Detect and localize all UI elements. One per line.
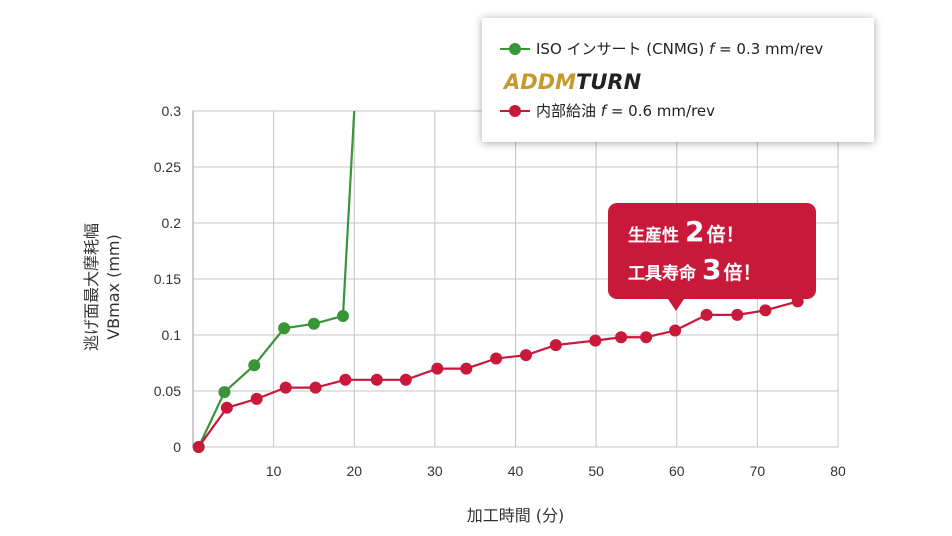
x-tick-label: 20: [346, 463, 362, 479]
y-tick-label: 0.2: [162, 215, 182, 231]
data-point: [399, 373, 412, 386]
y-tick-label: 0.25: [154, 159, 181, 175]
x-tick-label: 40: [508, 463, 524, 479]
legend-iso-prefix: ISO インサート (CNMG): [536, 40, 710, 58]
series-line-tail: [341, 110, 356, 317]
data-point: [669, 324, 682, 337]
callout-toollife-number: 3: [702, 253, 722, 286]
logo-part-turn: TURN: [576, 70, 642, 94]
legend-green-marker-icon: [500, 42, 530, 55]
data-point: [307, 317, 320, 330]
data-point: [339, 373, 352, 386]
series-1: [192, 295, 804, 453]
x-tick-label: 10: [266, 463, 282, 479]
x-tick-label: 70: [750, 463, 766, 479]
legend-iso-suffix: = 0.3 mm/rev: [714, 39, 824, 58]
data-point: [278, 322, 291, 335]
y-axis-title-line1: 逃げ面最大摩耗幅: [82, 223, 101, 351]
callout-toollife: 工具寿命 3 倍！: [628, 253, 762, 286]
callout-productivity-suffix: 倍！: [706, 224, 745, 246]
data-point: [248, 359, 261, 372]
callout-box: 生産性 2 倍！ 工具寿命 3 倍！: [608, 203, 816, 311]
legend-coolant-suffix: = 0.6 mm/rev: [606, 101, 716, 120]
tick-labels: 10 20 30 40 50 60 70 80 0 0.05 0.1 0.15 0.2 0.25 0.3: [154, 103, 846, 479]
y-tick-label: 0.3: [162, 103, 182, 119]
data-point: [549, 339, 562, 352]
data-point: [309, 381, 322, 394]
legend-item-iso: ISO インサート (CNMG) f = 0.3 mm/rev: [500, 38, 823, 59]
legend-red-marker-icon: [500, 104, 530, 117]
y-tick-label: 0.05: [154, 383, 181, 399]
x-tick-label: 80: [830, 463, 846, 479]
data-point: [250, 392, 263, 405]
legend-item-coolant: 内部給油 f = 0.6 mm/rev: [500, 100, 715, 121]
legend-iso-f: f: [709, 39, 715, 58]
legend-coolant-prefix: 内部給油: [536, 102, 601, 120]
data-point: [519, 349, 532, 362]
data-point: [490, 352, 503, 365]
data-point: [431, 362, 444, 375]
x-axis-title: 加工時間 (分): [467, 506, 565, 525]
callout-productivity-number: 2: [685, 215, 705, 248]
logo-part-addm: ADDM: [504, 70, 577, 94]
legend: ISO インサート (CNMG) f = 0.3 mm/rev ADDMTURN…: [482, 18, 874, 142]
x-tick-label: 50: [588, 463, 604, 479]
data-point: [615, 331, 628, 344]
callout-toollife-label: 工具寿命: [628, 264, 696, 284]
data-point: [370, 373, 383, 386]
series-layer: [192, 110, 804, 453]
data-point: [279, 381, 292, 394]
data-point: [700, 308, 713, 321]
data-point: [460, 362, 473, 375]
data-point: [589, 334, 602, 347]
legend-coolant-f: f: [600, 101, 607, 120]
addmturn-logo: ADDMTURN: [504, 70, 641, 94]
y-tick-label: 0: [173, 439, 181, 455]
data-point: [759, 304, 772, 317]
data-point: [640, 331, 653, 344]
data-point: [192, 441, 205, 453]
x-tick-label: 30: [427, 463, 443, 479]
callout-productivity: 生産性 2 倍！: [628, 215, 745, 248]
data-point: [218, 386, 231, 399]
data-point: [731, 308, 744, 321]
callout-productivity-label: 生産性: [628, 226, 679, 246]
data-point: [336, 309, 349, 322]
y-tick-label: 0.15: [154, 271, 181, 287]
y-axis-title-line2: VBmax (mm): [104, 234, 123, 340]
x-tick-label: 60: [669, 463, 685, 479]
data-point: [220, 401, 233, 414]
y-tick-label: 0.1: [162, 327, 182, 343]
callout-toollife-suffix: 倍！: [723, 262, 762, 284]
